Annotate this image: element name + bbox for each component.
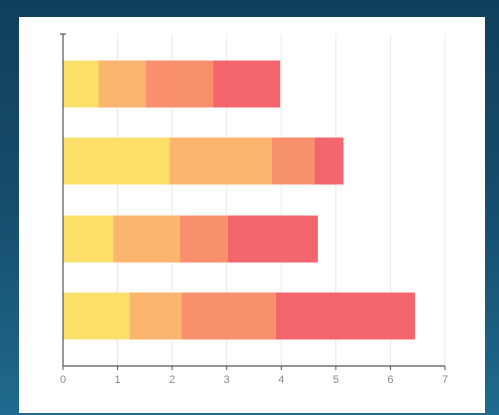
- bar-segment-row3-series1[interactable]: [63, 215, 114, 263]
- x-tick-label-3: 3: [224, 374, 230, 386]
- bar-segment-row1-series2[interactable]: [98, 60, 146, 108]
- x-tick-label-1: 1: [115, 374, 121, 386]
- bar-segment-row4-series2[interactable]: [129, 292, 182, 340]
- x-tick-label-6: 6: [387, 374, 393, 386]
- x-tick-label-7: 7: [442, 374, 448, 386]
- bar-segment-row4-series1[interactable]: [63, 292, 130, 340]
- bar-segment-row2-series1[interactable]: [63, 137, 170, 185]
- bar-segment-row3-series2[interactable]: [113, 215, 180, 263]
- bar-segment-row4-series3[interactable]: [181, 292, 276, 340]
- x-tick-label-2: 2: [169, 374, 175, 386]
- bars: [63, 60, 415, 340]
- axes: [60, 33, 446, 370]
- x-tick-labels: 0 1 2 3 4 5 6 7: [60, 374, 448, 386]
- bar-segment-row1-series1[interactable]: [63, 60, 99, 108]
- x-tick-label-4: 4: [278, 374, 284, 386]
- bar-segment-row3-series3[interactable]: [179, 215, 228, 263]
- x-tick-label-0: 0: [60, 374, 66, 386]
- bar-segment-row2-series2[interactable]: [169, 137, 273, 185]
- bar-segment-row4-series4[interactable]: [275, 292, 415, 340]
- bar-segment-row1-series3[interactable]: [145, 60, 214, 108]
- bar-segment-row2-series4[interactable]: [314, 137, 344, 185]
- bar-segment-row3-series4[interactable]: [227, 215, 318, 263]
- bar-segment-row1-series4[interactable]: [213, 60, 281, 108]
- bar-segment-row2-series3[interactable]: [272, 137, 315, 185]
- x-tick-label-5: 5: [333, 374, 339, 386]
